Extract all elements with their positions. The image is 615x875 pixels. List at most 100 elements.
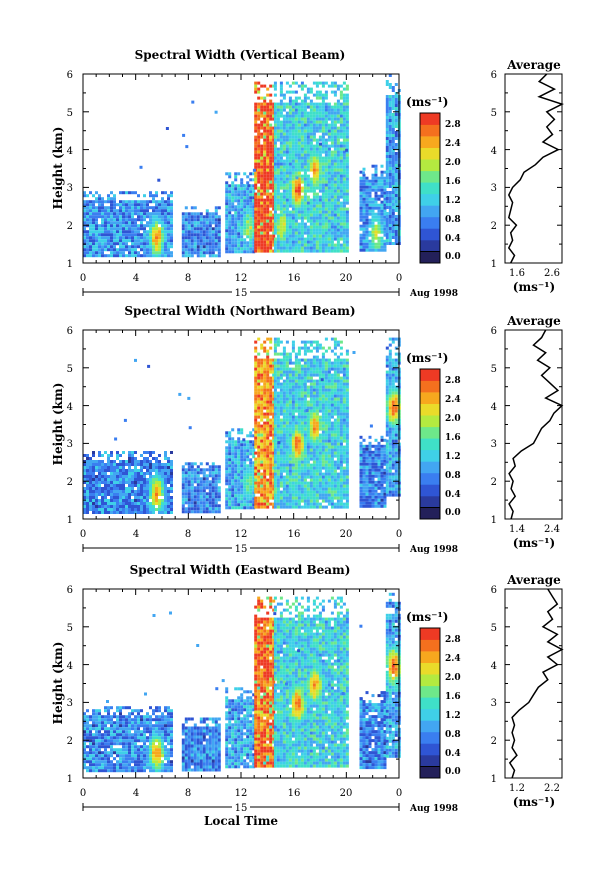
heatmap-cell xyxy=(92,206,95,210)
heatmap-cell xyxy=(294,165,298,169)
heatmap-cell xyxy=(104,508,107,511)
heatmap-cell xyxy=(324,144,328,148)
heatmap-cell xyxy=(297,150,301,154)
heatmap-cell xyxy=(122,493,125,496)
heatmap-cell xyxy=(249,244,253,248)
heatmap-cell xyxy=(385,200,389,203)
heatmap-cell xyxy=(285,367,289,371)
heatmap-cell xyxy=(237,476,241,480)
heatmap-cell xyxy=(170,215,173,219)
heatmap-cell xyxy=(146,457,149,460)
heatmap-cell xyxy=(388,137,392,140)
heatmap-cell xyxy=(211,510,215,514)
heatmap-cell xyxy=(110,251,113,255)
heatmap-cell xyxy=(380,242,384,246)
heatmap-cell xyxy=(199,212,203,216)
heatmap-cell xyxy=(260,213,264,217)
heatmap-cell xyxy=(272,472,276,476)
heatmap-cell xyxy=(92,499,95,502)
heatmap-cell xyxy=(257,490,261,494)
heatmap-cell xyxy=(285,373,289,377)
heatmap-cell xyxy=(374,236,378,240)
heatmap-cell xyxy=(279,442,283,446)
panel-title: Spectral Width (Northward Beam) xyxy=(124,304,355,318)
heatmap-cell xyxy=(374,194,378,198)
heatmap-cell xyxy=(128,203,131,207)
heatmap-cell xyxy=(385,182,389,185)
heatmap-cell xyxy=(263,370,267,374)
heatmap-cell xyxy=(122,236,125,240)
heatmap-cell xyxy=(240,181,244,185)
heatmap-cell xyxy=(336,141,340,145)
heatmap-cell xyxy=(158,460,161,463)
heatmap-cell xyxy=(312,117,316,121)
heatmap-cell xyxy=(252,232,256,236)
heatmap-cell xyxy=(252,467,256,471)
heatmap-cell xyxy=(291,159,295,163)
heatmap-cell xyxy=(104,511,107,514)
heatmap-cell xyxy=(309,189,313,193)
heatmap-cell xyxy=(257,400,261,404)
heatmap-cell xyxy=(110,502,113,505)
heatmap-cell xyxy=(273,340,277,344)
heatmap-cell xyxy=(83,508,86,511)
heatmap-cell xyxy=(324,189,328,193)
heatmap-cell xyxy=(237,428,241,432)
heatmap-cell xyxy=(167,499,170,502)
heatmap-cell xyxy=(134,451,137,454)
heatmap-cell xyxy=(164,215,167,219)
heatmap-cell xyxy=(217,248,221,252)
heatmap-cell xyxy=(388,179,392,182)
heatmap-cell xyxy=(254,123,258,127)
x-tick-label: 12 xyxy=(235,273,248,284)
heatmap-cell xyxy=(149,200,152,204)
heatmap-cell xyxy=(269,135,273,139)
heatmap-cell xyxy=(214,495,218,499)
heatmap-cell xyxy=(257,159,261,163)
heatmap-cell xyxy=(359,185,363,189)
heatmap-cell xyxy=(149,254,152,258)
heatmap-cell xyxy=(263,99,267,103)
heatmap-cell xyxy=(368,179,372,183)
heatmap-cell xyxy=(240,485,244,489)
heatmap-cell xyxy=(260,388,264,392)
heatmap-cell xyxy=(276,475,280,479)
heatmap-cell xyxy=(143,194,146,198)
heatmap-cell xyxy=(131,215,134,219)
heatmap-cell xyxy=(394,203,398,206)
heatmap-cell xyxy=(86,508,89,511)
heatmap-cell xyxy=(199,495,203,499)
heatmap-cell xyxy=(312,183,316,187)
heatmap-cell xyxy=(254,415,258,419)
heatmap-cell xyxy=(377,248,381,252)
heatmap-cell xyxy=(388,128,392,131)
heatmap-cell xyxy=(104,469,107,472)
heatmap-cell xyxy=(237,491,241,495)
heatmap-cell xyxy=(318,177,322,181)
heatmap-cell xyxy=(181,480,185,484)
heatmap-cell xyxy=(95,511,98,514)
heatmap-cell xyxy=(333,189,337,193)
heatmap-cell xyxy=(315,186,319,190)
heatmap-cell xyxy=(327,171,331,175)
heatmap-cell xyxy=(122,215,125,219)
heatmap-cell xyxy=(214,492,218,496)
heatmap-cell xyxy=(269,439,273,443)
heatmap-cell xyxy=(252,205,256,209)
heatmap-cell xyxy=(260,210,264,214)
heatmap-cell xyxy=(249,467,253,471)
heatmap-cell xyxy=(89,209,92,213)
heatmap-cell xyxy=(240,238,244,242)
heatmap-cell xyxy=(273,87,277,91)
heatmap-cell xyxy=(260,135,264,139)
heatmap-cell xyxy=(288,162,292,166)
heatmap-cell xyxy=(98,233,101,237)
heatmap-cell xyxy=(167,239,170,243)
heatmap-cell xyxy=(122,481,125,484)
heatmap-cell xyxy=(315,225,319,229)
heatmap-cell xyxy=(193,501,197,505)
heatmap-cell xyxy=(155,239,158,243)
heatmap-cell xyxy=(234,220,238,224)
heatmap-cell xyxy=(377,224,381,228)
heatmap-cell xyxy=(273,472,277,476)
